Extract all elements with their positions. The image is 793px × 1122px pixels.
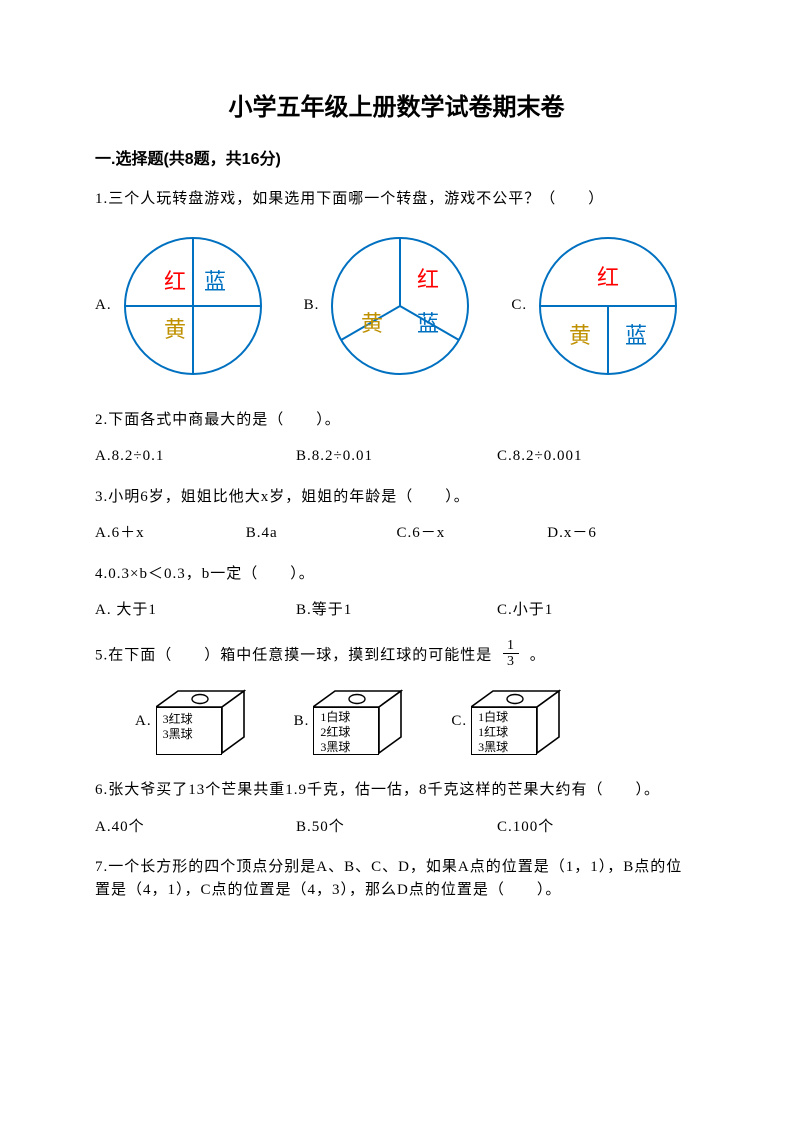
page-title: 小学五年级上册数学试卷期末卷	[95, 90, 698, 126]
spinner-c: 红 黄 蓝	[533, 231, 683, 381]
box-a-l1: 3红球	[163, 712, 221, 727]
question-7: 7.一个长方形的四个顶点分别是A、B、C、D，如果A点的位置是（1，1），B点的…	[95, 856, 698, 901]
spinner-b-yellow: 黄	[361, 311, 384, 336]
q4-opt-c: C.小于1	[497, 599, 698, 622]
box-c-l3: 3黑球	[478, 740, 536, 755]
box-a-l2: 3黑球	[163, 727, 221, 742]
q2-opt-b: B.8.2÷0.01	[296, 445, 497, 468]
q3-opt-b: B.4a	[246, 522, 397, 545]
question-3: 3.小明6岁，姐姐比他大x岁，姐姐的年龄是（ ）。 A.6＋x B.4a C.6…	[95, 486, 698, 545]
q5-box-row: A. 3红球 3黑球 B.	[135, 687, 698, 755]
spinner-b-blue: 蓝	[417, 311, 440, 336]
question-6: 6.张大爷买了13个芒果共重1.9千克，估一估，8千克这样的芒果大约有（ ）。 …	[95, 779, 698, 838]
q5-frac-num: 1	[503, 638, 519, 654]
box-c-front: 1白球 1红球 3黑球	[471, 707, 537, 755]
q6-opt-b: B.50个	[296, 816, 497, 839]
q5-opt-c-label: C.	[451, 710, 467, 733]
box-b-l1: 1白球	[320, 710, 378, 725]
box-b-l3: 3黑球	[320, 740, 378, 755]
box-a-front: 3红球 3黑球	[156, 707, 222, 755]
q2-opt-c: C.8.2÷0.001	[497, 445, 698, 468]
q6-stem: 6.张大爷买了13个芒果共重1.9千克，估一估，8千克这样的芒果大约有（ ）。	[95, 779, 698, 802]
q4-opt-b: B.等于1	[296, 599, 497, 622]
spinner-a-red: 红	[164, 269, 187, 294]
q5-stem-before: 5.在下面（ ）箱中任意摸一球，摸到红球的可能性是	[95, 647, 492, 663]
q3-opt-c: C.6－x	[397, 522, 548, 545]
q5-stem: 5.在下面（ ）箱中任意摸一球，摸到红球的可能性是 1 3 。	[95, 640, 698, 672]
q3-opt-d: D.x－6	[547, 522, 698, 545]
q7-stem: 7.一个长方形的四个顶点分别是A、B、C、D，如果A点的位置是（1，1），B点的…	[95, 856, 698, 901]
question-2: 2.下面各式中商最大的是（ ）。 A.8.2÷0.1 B.8.2÷0.01 C.…	[95, 409, 698, 468]
question-4: 4.0.3×b＜0.3，b一定（ ）。 A. 大于1 B.等于1 C.小于1	[95, 563, 698, 622]
q1-option-c-label: C.	[511, 294, 527, 317]
q5-opt-b-label: B.	[294, 710, 310, 733]
spinner-b: 红 蓝 黄	[325, 231, 475, 381]
spinner-c-red: 红	[597, 265, 620, 290]
spinner-c-blue: 蓝	[625, 323, 648, 348]
box-b-l2: 2红球	[320, 725, 378, 740]
spinner-a-yellow: 黄	[164, 317, 187, 342]
q4-stem: 4.0.3×b＜0.3，b一定（ ）。	[95, 563, 698, 586]
q5-opt-a-label: A.	[135, 710, 152, 733]
q2-stem: 2.下面各式中商最大的是（ ）。	[95, 409, 698, 432]
q3-stem: 3.小明6岁，姐姐比他大x岁，姐姐的年龄是（ ）。	[95, 486, 698, 509]
q5-stem-after: 。	[530, 647, 546, 663]
q3-opt-a: A.6＋x	[95, 522, 246, 545]
box-b-front: 1白球 2红球 3黑球	[313, 707, 379, 755]
spinner-c-yellow: 黄	[569, 323, 592, 348]
box-c: 1白球 1红球 3黑球	[471, 687, 561, 755]
box-c-l2: 1红球	[478, 725, 536, 740]
spinner-b-red: 红	[417, 267, 440, 292]
q1-option-a-label: A.	[95, 294, 112, 317]
q5-frac-den: 3	[503, 654, 519, 669]
section-heading: 一.选择题(共8题，共16分)	[95, 148, 698, 172]
spinner-a: 红 蓝 黄	[118, 231, 268, 381]
q2-opt-a: A.8.2÷0.1	[95, 445, 296, 468]
spinner-a-blue: 蓝	[204, 269, 227, 294]
q1-spinner-row: A. 红 蓝 黄 B. 红 蓝 黄 C.	[95, 231, 698, 381]
question-1: 1.三个人玩转盘游戏，如果选用下面哪一个转盘，游戏不公平？（ ） A. 红 蓝 …	[95, 188, 698, 381]
q6-opt-c: C.100个	[497, 816, 698, 839]
q6-opt-a: A.40个	[95, 816, 296, 839]
q5-fraction: 1 3	[503, 638, 519, 670]
q1-option-b-label: B.	[304, 294, 320, 317]
box-a: 3红球 3黑球	[156, 687, 246, 755]
q1-stem: 1.三个人玩转盘游戏，如果选用下面哪一个转盘，游戏不公平？（ ）	[95, 188, 698, 211]
box-c-l1: 1白球	[478, 710, 536, 725]
q4-opt-a: A. 大于1	[95, 599, 296, 622]
box-b: 1白球 2红球 3黑球	[313, 687, 403, 755]
question-5: 5.在下面（ ）箱中任意摸一球，摸到红球的可能性是 1 3 。 A. 3红球 3…	[95, 640, 698, 756]
